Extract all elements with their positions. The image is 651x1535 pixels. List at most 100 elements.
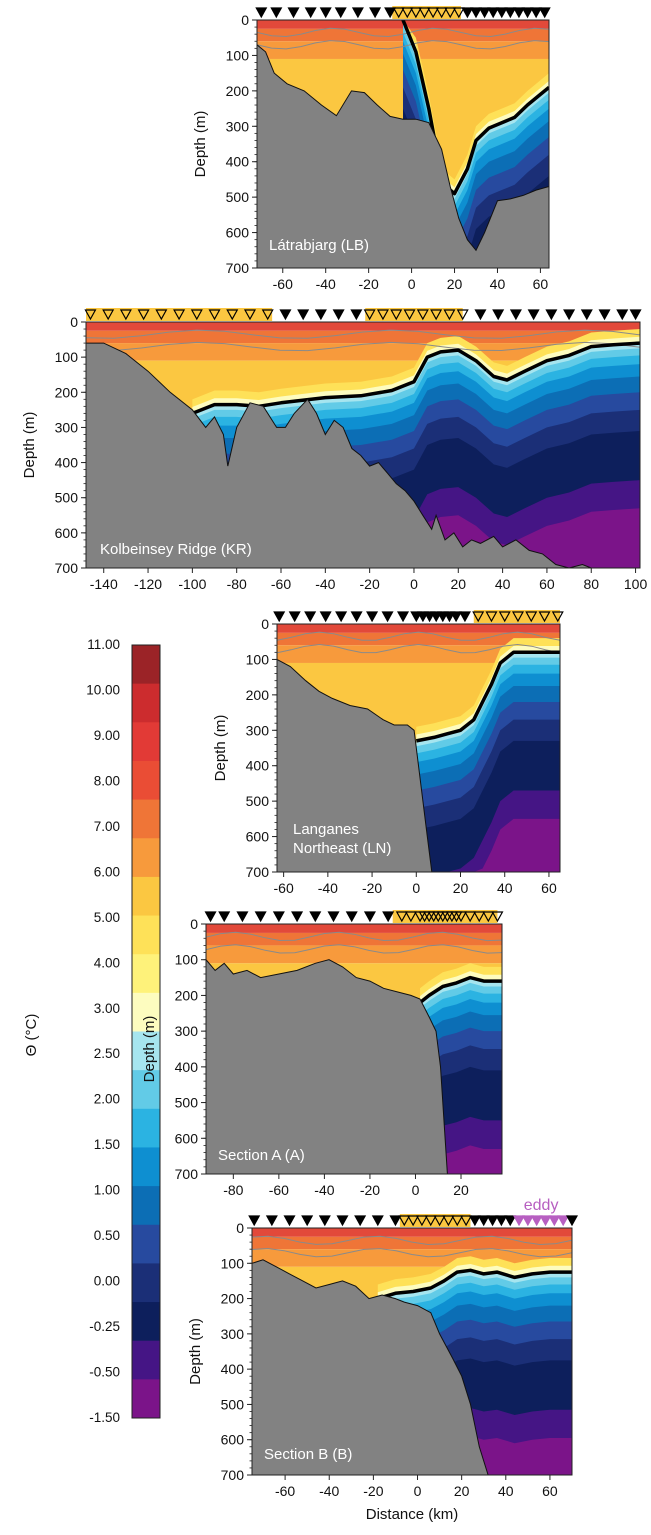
- station-marker: [469, 7, 483, 19]
- section-label: Langanes: [293, 821, 359, 838]
- station-marker: [84, 309, 97, 321]
- colorbar-bin: [132, 1031, 160, 1071]
- y-tick-label: 300: [226, 118, 250, 134]
- station-marker: [119, 309, 132, 321]
- x-tick-label: -140: [90, 576, 118, 592]
- seafloor: [206, 958, 448, 1174]
- isotherm-thin: [257, 27, 549, 38]
- station-marker: [319, 611, 332, 623]
- x-tick-label: -100: [178, 576, 206, 592]
- station-marker: [404, 911, 417, 923]
- x-tick-label: 100: [624, 576, 648, 592]
- colorbar-bin: [132, 760, 160, 801]
- station-marker: [416, 309, 429, 321]
- station-marker: [226, 309, 239, 321]
- station-marker: [248, 1215, 261, 1227]
- x-tick-label: -20: [362, 880, 382, 896]
- x-tick-label: 20: [447, 276, 463, 292]
- station-marker: [521, 7, 534, 19]
- isotherm-thin: [277, 631, 560, 641]
- x-tick-label: -40: [316, 276, 336, 292]
- station-marker: [538, 611, 551, 623]
- station-marker: [273, 611, 286, 623]
- section-panel-b: eddy 0 100 200 300 400 500 600 700 -60 -40 -20 0 20 40…: [187, 1197, 579, 1523]
- isotherm-thin: [86, 341, 640, 352]
- station-marker: [287, 7, 300, 19]
- colorbar-bin: [132, 1340, 160, 1380]
- y-tick-label: 0: [190, 916, 198, 932]
- colorbar-bin: [132, 722, 160, 762]
- station-marker: [318, 1215, 331, 1227]
- station-marker: [460, 1215, 473, 1227]
- x-tick-label: -120: [134, 576, 162, 592]
- station-marker: [304, 7, 317, 19]
- station-marker: [304, 611, 317, 623]
- station-marker: [521, 1215, 534, 1227]
- x-tick-label: -20: [360, 1182, 380, 1198]
- station-marker: [401, 7, 414, 19]
- station-marker: [345, 911, 358, 923]
- station-marker: [415, 1215, 428, 1227]
- isotherm-thin: [86, 329, 640, 339]
- station-marker: [288, 611, 301, 623]
- colorbar-bin: [132, 876, 160, 917]
- x-tick-label: -20: [360, 576, 380, 592]
- plot-frame: [276, 623, 561, 873]
- x-tick-label: 0: [408, 276, 416, 292]
- x-tick-label: -40: [318, 880, 338, 896]
- seafloor: [86, 342, 592, 568]
- y-tick-label: 700: [221, 1467, 245, 1483]
- station-marker: [512, 7, 525, 19]
- station-marker: [495, 1215, 508, 1227]
- y-tick-label: 300: [246, 722, 270, 738]
- station-marker: [332, 309, 345, 321]
- isotherm-thin: [257, 40, 549, 50]
- temperature-band: [206, 932, 502, 946]
- colorbar-bin: [132, 799, 160, 839]
- station-marker: [580, 309, 593, 321]
- isotherm-thick: [418, 975, 502, 1004]
- x-tick-label: 80: [583, 576, 599, 592]
- y-tick-label: 600: [246, 829, 270, 845]
- station-marker: [236, 911, 249, 923]
- station-marker: [538, 7, 551, 19]
- plot-frame: [205, 923, 503, 1175]
- station-marker: [491, 911, 504, 923]
- station-marker: [525, 611, 538, 623]
- y-tick-label: 600: [55, 525, 79, 541]
- temperature-field: [257, 20, 549, 268]
- x-tick-label: 20: [453, 880, 469, 896]
- colorbar-tick-label: 8.00: [94, 773, 120, 788]
- colorbar-bin: [132, 838, 160, 878]
- station-marker: [450, 611, 463, 623]
- colorbar-tick-label: 0.00: [94, 1274, 120, 1289]
- station-marker: [551, 611, 564, 623]
- station-marker: [190, 309, 203, 321]
- station-marker: [557, 1215, 570, 1227]
- station-marker: [397, 611, 410, 623]
- y-tick-label: 0: [241, 12, 249, 28]
- section-label: Kolbeinsey Ridge (KR): [100, 541, 252, 558]
- temperature-field: [206, 924, 502, 1174]
- station-marker: [473, 911, 486, 923]
- x-tick-label: 60: [542, 1483, 558, 1499]
- colorbar-tick-label: -1.50: [89, 1410, 120, 1425]
- y-axis-label: Depth (m): [192, 111, 209, 178]
- station-marker: [173, 309, 186, 321]
- station-marker: [327, 911, 340, 923]
- station-marker: [504, 7, 517, 19]
- temperature-band: [277, 624, 560, 633]
- plot-frame: [256, 19, 550, 269]
- colorbar-tick-label: 3.00: [94, 1001, 120, 1016]
- colorbar-tick-label: 1.00: [94, 1183, 120, 1198]
- isotherm-thick: [191, 341, 640, 416]
- temperature-band: [252, 1236, 572, 1250]
- x-tick-label: -20: [359, 276, 379, 292]
- station-marker: [350, 309, 363, 321]
- station-marker: [334, 7, 347, 19]
- y-tick-label: 200: [246, 687, 270, 703]
- temperature-band: [86, 343, 640, 361]
- temperature-band: [86, 322, 640, 331]
- station-marker: [376, 309, 389, 321]
- colorbar-bin: [132, 1108, 160, 1148]
